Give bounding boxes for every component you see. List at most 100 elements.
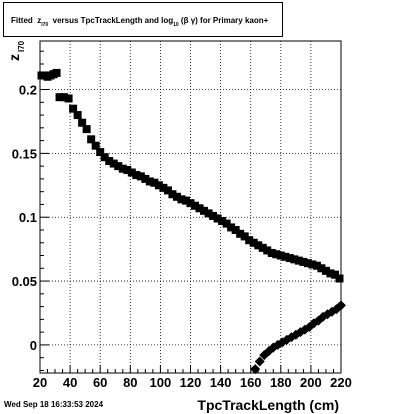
grid <box>40 41 341 373</box>
data-point-square <box>141 174 150 183</box>
data-point-square <box>245 236 254 245</box>
data-point-square <box>78 118 87 127</box>
x-tick-label: 160 <box>240 375 262 390</box>
data-point-square <box>52 68 61 77</box>
data-point-square <box>312 261 321 270</box>
y-axis-title-subscript: I70 <box>17 40 26 52</box>
data-point-square <box>218 217 227 226</box>
x-tick-label: 180 <box>270 375 292 390</box>
chart-title: Fitted zI70 versus TpcTrackLength and lo… <box>3 2 283 37</box>
data-point-square <box>209 211 218 220</box>
data-point-square <box>82 125 91 134</box>
data-point-square <box>181 196 190 205</box>
x-tick-label: 140 <box>210 375 232 390</box>
data-point-diamond <box>336 300 346 311</box>
data-point-square <box>285 254 294 263</box>
data-point-square <box>240 232 249 241</box>
y-tick-label: 0.05 <box>12 274 37 289</box>
data-point-square <box>118 164 127 173</box>
data-point-square <box>294 256 303 265</box>
data-point-square <box>236 229 245 238</box>
data-point-square <box>123 165 132 174</box>
data-point-square <box>159 183 168 192</box>
data-point-square <box>200 206 209 215</box>
y-axis-title-main: z <box>6 54 22 61</box>
title-prefix: Fitted <box>11 16 33 25</box>
data-point-square <box>96 148 105 157</box>
y-tick-label: 0 <box>30 338 37 353</box>
data-point-square <box>150 178 159 187</box>
data-point-square <box>69 104 78 113</box>
data-point-square <box>145 177 154 186</box>
data-point-square <box>227 223 236 232</box>
data-point-square <box>263 246 272 255</box>
data-point-square <box>87 135 96 144</box>
data-point-square <box>222 219 231 228</box>
timestamp: Wed Sep 18 16:33:53 2024 <box>4 400 104 409</box>
data-point-square <box>258 243 267 252</box>
data-point-square <box>317 264 326 273</box>
x-axis-title: TpcTrackLength (cm) <box>197 397 339 413</box>
data-point-square <box>249 238 258 247</box>
data-point-square <box>272 250 281 259</box>
y-tick-label: 0.15 <box>12 146 37 161</box>
data-point-square <box>163 186 172 195</box>
data-point-square <box>335 274 344 283</box>
data-point-square <box>321 266 330 275</box>
data-point-square <box>186 199 195 208</box>
data-point-square <box>136 172 145 181</box>
data-point-square <box>132 171 141 180</box>
data-point-square <box>127 168 136 177</box>
data-point-square <box>55 93 64 102</box>
data-point-square <box>276 251 285 260</box>
data-point-square <box>213 214 222 223</box>
data-point-square <box>330 270 339 279</box>
x-tick-label: 80 <box>123 375 137 390</box>
data-point-square <box>114 162 123 171</box>
data-point-square <box>195 204 204 213</box>
data-point-square <box>308 260 317 269</box>
data-point-square <box>172 192 181 201</box>
x-tick-label: 20 <box>33 375 47 390</box>
data-point-square <box>254 241 263 250</box>
data-point-square <box>303 259 312 268</box>
y-tick-label: 0.2 <box>19 83 37 98</box>
x-tick-label: 40 <box>63 375 77 390</box>
data-point-square <box>204 209 213 218</box>
data-point-square <box>191 201 200 210</box>
data-markers <box>37 68 346 375</box>
x-tick-label: 100 <box>150 375 172 390</box>
title-suffix: for Primary kaon+ <box>200 16 269 25</box>
y-axis-title: z I70 <box>6 40 26 61</box>
data-point-square <box>64 94 73 103</box>
data-point-square <box>73 111 82 120</box>
title-log-subscript: 10 <box>173 22 179 28</box>
title-middle: versus TpcTrackLength and log <box>52 16 174 25</box>
x-tick-label: 220 <box>330 375 352 390</box>
data-point-square <box>91 141 100 150</box>
x-tick-label: 200 <box>300 375 322 390</box>
data-point-square <box>177 195 186 204</box>
data-point-diamond <box>250 364 261 375</box>
data-point-square <box>326 269 335 278</box>
data-point-square <box>267 248 276 257</box>
data-point-square <box>231 225 240 234</box>
data-point-square <box>100 153 109 162</box>
data-point-square <box>105 157 114 166</box>
y-tick-label: 0.1 <box>19 210 37 225</box>
data-point-square <box>168 190 177 199</box>
x-tick-label: 60 <box>93 375 107 390</box>
axis-ticks: 20 40 60 80 100 120 140 160 180 200 220 0 0.05 0.1 0.1… <box>12 50 352 390</box>
title-z: z <box>37 16 42 25</box>
data-point-square <box>281 252 290 261</box>
data-point-square <box>60 93 69 102</box>
title-z-subscript: I70 <box>41 22 49 28</box>
data-point-diamond <box>254 356 265 367</box>
data-point-square <box>299 257 308 266</box>
data-point-square <box>109 159 118 168</box>
data-point-square <box>290 255 299 264</box>
data-point-square <box>154 181 163 190</box>
title-beta-gamma: (β γ) <box>180 16 198 25</box>
x-tick-label: 120 <box>180 375 202 390</box>
